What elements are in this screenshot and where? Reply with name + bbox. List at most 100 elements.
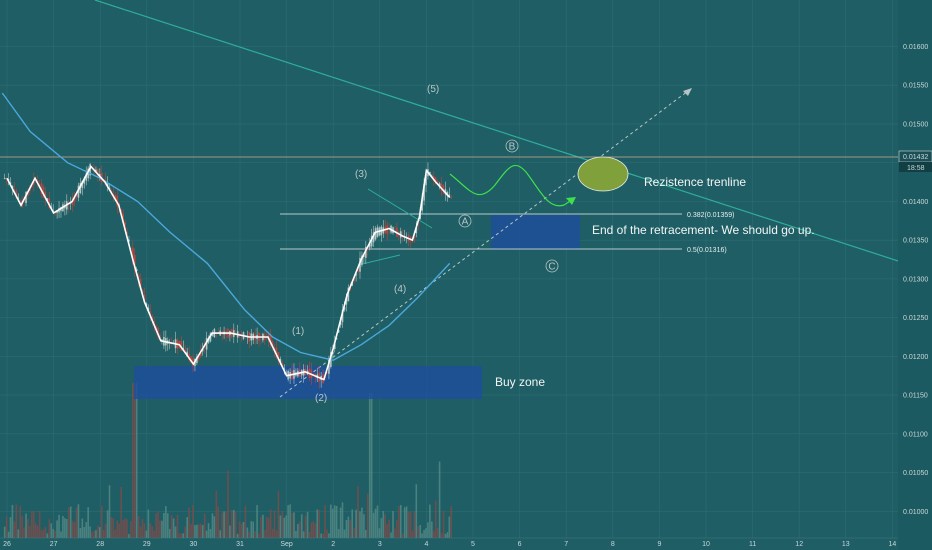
y-tick-label: 0.01050: [903, 470, 928, 477]
volume-bar: [93, 530, 95, 538]
candle-body: [126, 232, 128, 235]
volume-bar: [279, 515, 282, 538]
volume-bar: [100, 505, 103, 538]
wedge-lower-line[interactable]: [357, 254, 401, 266]
volume-bar: [215, 490, 218, 538]
volume-bar: [436, 527, 439, 538]
fib-0382-label: 0.382(0.01359): [687, 212, 734, 219]
volume-bar: [427, 522, 429, 538]
volume-bar: [5, 516, 8, 538]
volume-bar: [380, 518, 383, 538]
volume-bar: [196, 524, 198, 538]
candle-body: [141, 289, 144, 294]
volume-bar: [285, 515, 288, 538]
projected-path[interactable]: [449, 164, 573, 207]
candle-body: [345, 297, 348, 305]
resistance-target-ellipse[interactable]: [577, 156, 629, 192]
candle-body: [3, 178, 6, 180]
x-tick-label: 5: [471, 541, 475, 548]
volume-bar: [229, 525, 231, 538]
volume-bar: [396, 519, 398, 538]
candle-body: [159, 335, 161, 339]
volume-bar: [69, 506, 72, 538]
candle-body: [40, 183, 43, 194]
resistance-note[interactable]: Rezistence trenline: [644, 175, 746, 189]
volume-bar: [67, 507, 70, 538]
volume-bar: [242, 522, 245, 538]
y-axis-panel: [898, 0, 932, 550]
volume-bar: [38, 510, 41, 538]
volume-bar: [347, 516, 350, 538]
volume-bar: [378, 528, 381, 538]
volume-bar: [104, 523, 107, 538]
volume-bar: [388, 519, 390, 538]
x-axis[interactable]: 26 27 28 29 30 31 Sep 2 3 4 5 6 7 8 9 10 11 12 13 14: [0, 537, 898, 548]
resistance-trendline[interactable]: [94, 0, 932, 273]
candle-body: [423, 184, 425, 201]
volume-bar: [83, 527, 86, 538]
candle-body: [128, 239, 130, 242]
candle-body: [349, 287, 352, 291]
volume-bar: [166, 513, 169, 538]
candle-body: [365, 246, 367, 258]
candle-body: [19, 201, 22, 203]
candle-body: [36, 180, 39, 183]
volume-bar: [283, 517, 286, 538]
volume-bar: [260, 516, 262, 538]
volume-bar: [248, 531, 251, 538]
candle-body: [31, 185, 33, 187]
wave-b-circle: [505, 139, 519, 153]
volume-bar: [264, 529, 266, 538]
retracement-zone-box[interactable]: [491, 215, 580, 249]
drawing-lines: [0, 0, 932, 398]
volume-bar: [343, 529, 346, 538]
y-tick-label: 0.01350: [903, 238, 928, 245]
x-tick-label: 13: [842, 541, 850, 548]
volume-bar: [128, 533, 130, 538]
retracement-note[interactable]: End of the retracement- We should go up.: [592, 223, 815, 237]
volume-bar: [219, 530, 221, 538]
x-tick-label: 27: [50, 541, 58, 548]
wedge-upper-line[interactable]: [367, 188, 433, 229]
volume-bar: [291, 512, 293, 538]
volume-bar: [399, 504, 402, 538]
projection-trendline[interactable]: [279, 87, 693, 398]
candle-body: [151, 316, 154, 321]
volume-bar: [40, 530, 43, 538]
candle-body: [333, 343, 336, 350]
x-tick-label: 8: [611, 541, 615, 548]
volume-bar: [213, 516, 216, 538]
volume-bar: [172, 518, 175, 538]
candle-body: [114, 195, 117, 201]
buy-zone-note[interactable]: Buy zone: [495, 375, 545, 389]
volume-bar: [333, 505, 336, 538]
volume-bar: [17, 529, 20, 538]
volume-bar: [271, 528, 274, 538]
volume-bar: [417, 526, 420, 538]
volume-bar: [95, 530, 97, 538]
volume-bar: [293, 512, 295, 538]
candle-body: [271, 341, 274, 348]
volume-bar: [376, 505, 379, 538]
candle-body: [211, 332, 214, 336]
volume-bar: [429, 504, 431, 538]
volume-bar: [287, 505, 289, 538]
price-tag-label: 0.01432: [903, 154, 928, 161]
volume-bar: [145, 530, 148, 538]
candle-body: [370, 235, 373, 247]
volume-bar: [221, 512, 223, 538]
x-tick-label: 7: [564, 541, 568, 548]
volume-bar: [186, 517, 188, 538]
volume-bar: [332, 508, 334, 538]
candle-body: [198, 354, 200, 360]
y-axis[interactable]: 0.016000.015500.015000.014500.014000.013…: [898, 0, 932, 550]
volume-bar: [392, 510, 394, 538]
candle-body: [42, 186, 45, 198]
x-tick-label: 2: [331, 541, 335, 548]
candle-body: [328, 358, 330, 374]
volume-bar: [365, 529, 367, 538]
candle-body: [366, 247, 369, 250]
volume-bar: [50, 523, 53, 538]
